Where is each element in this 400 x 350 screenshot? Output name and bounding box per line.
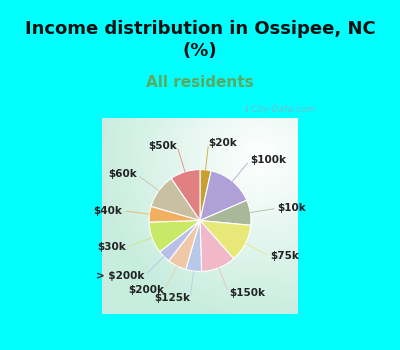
Text: $50k: $50k xyxy=(148,141,177,150)
Text: $125k: $125k xyxy=(154,293,190,303)
Text: > $200k: > $200k xyxy=(96,271,144,281)
Text: $60k: $60k xyxy=(108,169,136,180)
Wedge shape xyxy=(200,171,247,220)
Wedge shape xyxy=(200,220,251,259)
Text: $200k: $200k xyxy=(128,285,164,295)
Text: $10k: $10k xyxy=(278,203,306,213)
Text: $30k: $30k xyxy=(98,242,126,252)
Wedge shape xyxy=(160,220,200,261)
Text: $100k: $100k xyxy=(250,155,286,165)
Wedge shape xyxy=(186,220,202,272)
Text: Income distribution in Ossipee, NC
(%): Income distribution in Ossipee, NC (%) xyxy=(25,20,375,60)
Wedge shape xyxy=(169,220,200,270)
Wedge shape xyxy=(149,220,200,252)
Text: ℹ City-Data.com: ℹ City-Data.com xyxy=(245,105,315,114)
Wedge shape xyxy=(149,206,200,222)
Text: $150k: $150k xyxy=(229,288,265,299)
Wedge shape xyxy=(200,220,234,272)
Text: $75k: $75k xyxy=(270,251,299,261)
Wedge shape xyxy=(171,169,200,220)
Text: All residents: All residents xyxy=(146,75,254,90)
Text: $20k: $20k xyxy=(209,138,237,148)
Wedge shape xyxy=(200,169,211,220)
Wedge shape xyxy=(151,178,200,220)
Text: $40k: $40k xyxy=(93,206,122,216)
Wedge shape xyxy=(200,200,251,225)
